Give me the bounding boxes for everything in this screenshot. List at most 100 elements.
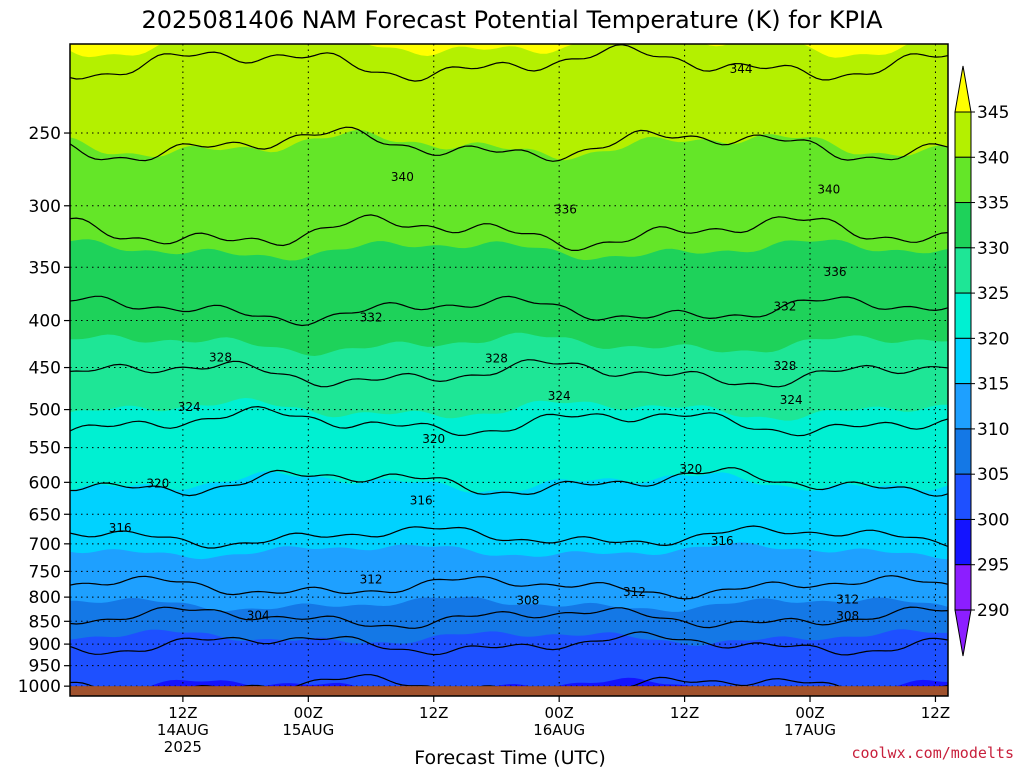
contour-label: 316 — [711, 534, 734, 548]
colorbar-tick-label: 320 — [977, 329, 1009, 349]
colorbar-tick-label: 305 — [977, 465, 1009, 485]
colorbar-swatch — [954, 247, 972, 294]
y-tick-label: 500 — [29, 401, 61, 421]
x-tick-label: 16AUG — [533, 721, 585, 739]
colorbar-swatch — [954, 156, 972, 204]
y-tick-label: 1000 — [18, 677, 61, 697]
contour-label: 312 — [360, 572, 383, 586]
theta-contours — [70, 44, 948, 696]
x-tick-label: 12Z — [419, 704, 448, 722]
contour-label: 336 — [554, 203, 577, 217]
credit-text[interactable]: coolwx.com/modelts — [851, 744, 1014, 762]
contour-label: 324 — [780, 393, 803, 407]
contour-labels: 344 340 340 336 336 332 332 328 328 328 324 324 324 3… — [109, 62, 859, 623]
colorbar-swatch — [954, 518, 972, 566]
x-tick-label: 12Z — [168, 704, 197, 722]
contour-label: 320 — [679, 462, 702, 476]
x-tick-label: 00Z — [795, 704, 824, 722]
y-tick-label: 450 — [29, 359, 61, 379]
contour-label: 332 — [773, 299, 796, 313]
contour-label: 320 — [146, 477, 169, 491]
contour-label: 316 — [410, 494, 433, 508]
contour-312 — [70, 575, 948, 600]
contour-label: 304 — [247, 609, 270, 623]
contour-308 — [70, 606, 948, 629]
colorbar-swatch — [954, 202, 972, 249]
y-tick-label: 550 — [29, 439, 61, 459]
band-345 — [70, 44, 948, 58]
contour-label: 312 — [836, 593, 859, 607]
x-tick-label: 15AUG — [282, 721, 334, 739]
contour-label: 308 — [516, 594, 539, 608]
contour-label: 340 — [817, 182, 840, 196]
contour-label: 328 — [209, 351, 232, 365]
colorbar-tick-label: 315 — [977, 375, 1009, 395]
y-tick-label: 600 — [29, 473, 61, 493]
contour-304 — [70, 631, 948, 656]
x-tick-label: 14AUG — [157, 721, 209, 739]
colorbar-tick-label: 295 — [977, 556, 1009, 576]
contour-label: 340 — [391, 170, 414, 184]
contour-316 — [70, 525, 948, 549]
colorbar-tick-label: 325 — [977, 284, 1009, 304]
colorbar-swatch — [954, 111, 972, 158]
y-tick-label: 250 — [29, 124, 61, 144]
colorbar-swatch — [954, 564, 972, 611]
grid-lines — [70, 44, 948, 696]
y-tick-label: 300 — [29, 197, 61, 217]
colorbar-bottom-arrow — [954, 609, 972, 657]
contour-344 — [70, 44, 948, 82]
contour-332 — [70, 295, 948, 327]
band-340 — [70, 44, 948, 161]
y-tick-label: 900 — [29, 635, 61, 655]
x-tick-label: 00Z — [294, 704, 323, 722]
contour-324 — [70, 405, 948, 437]
colorbar-swatch — [954, 473, 972, 520]
y-tick-label: 800 — [29, 588, 61, 608]
contour-320 — [70, 467, 948, 497]
contour-label: 344 — [730, 62, 753, 76]
plot-area: 344 340 340 336 336 332 332 328 328 328 324 324 324 3… — [69, 43, 949, 697]
contour-label: 316 — [109, 521, 132, 535]
colorbar-tick-label: 330 — [977, 239, 1009, 259]
y-tick-label: 750 — [29, 562, 61, 582]
x-tick-label: 12Z — [670, 704, 699, 722]
colorbar: 345 340 335 330 325 320 315 310 305 300 295 290 — [954, 65, 1009, 657]
contour-label: 312 — [623, 585, 646, 599]
colorbar-swatch — [954, 383, 972, 430]
y-tick-label: 850 — [29, 612, 61, 632]
contour-label: 328 — [485, 352, 508, 366]
colorbar-tick-label: 345 — [977, 103, 1009, 123]
colorbar-swatch — [954, 337, 972, 385]
contour-label: 308 — [836, 609, 859, 623]
x-tick-label: 12Z — [921, 704, 950, 722]
y-axis: 250 300 350 400 450 500 550 600 650 700 750 800 850 9… — [18, 124, 70, 697]
contour-label: 332 — [360, 311, 383, 325]
x-tick-label: 17AUG — [784, 721, 836, 739]
colorbar-tick-label: 340 — [977, 148, 1009, 168]
x-tick-label: 00Z — [544, 704, 573, 722]
contour-label: 324 — [548, 389, 571, 403]
colorbar-tick-label: 335 — [977, 194, 1009, 214]
y-tick-label: 650 — [29, 505, 61, 525]
contour-label: 320 — [422, 432, 445, 446]
contour-label: 328 — [773, 359, 796, 373]
y-tick-label: 950 — [29, 657, 61, 677]
colorbar-tick-label: 300 — [977, 510, 1009, 530]
contour-328 — [70, 359, 948, 388]
y-tick-label: 400 — [29, 312, 61, 332]
colorbar-swatch — [954, 292, 972, 339]
contour-label: 336 — [824, 265, 847, 279]
y-tick-label: 350 — [29, 258, 61, 278]
colorbar-tick-label: 290 — [977, 601, 1009, 621]
colorbar-tick-label: 310 — [977, 420, 1009, 440]
x-tick-label: 2025 — [164, 738, 202, 756]
colorbar-swatch — [954, 428, 972, 475]
x-axis-label: Forecast Time (UTC) — [414, 747, 605, 768]
plot-frame — [69, 43, 949, 697]
contour-label: 324 — [178, 400, 201, 414]
colorbar-top-arrow — [954, 65, 972, 113]
contour-340 — [70, 126, 948, 162]
